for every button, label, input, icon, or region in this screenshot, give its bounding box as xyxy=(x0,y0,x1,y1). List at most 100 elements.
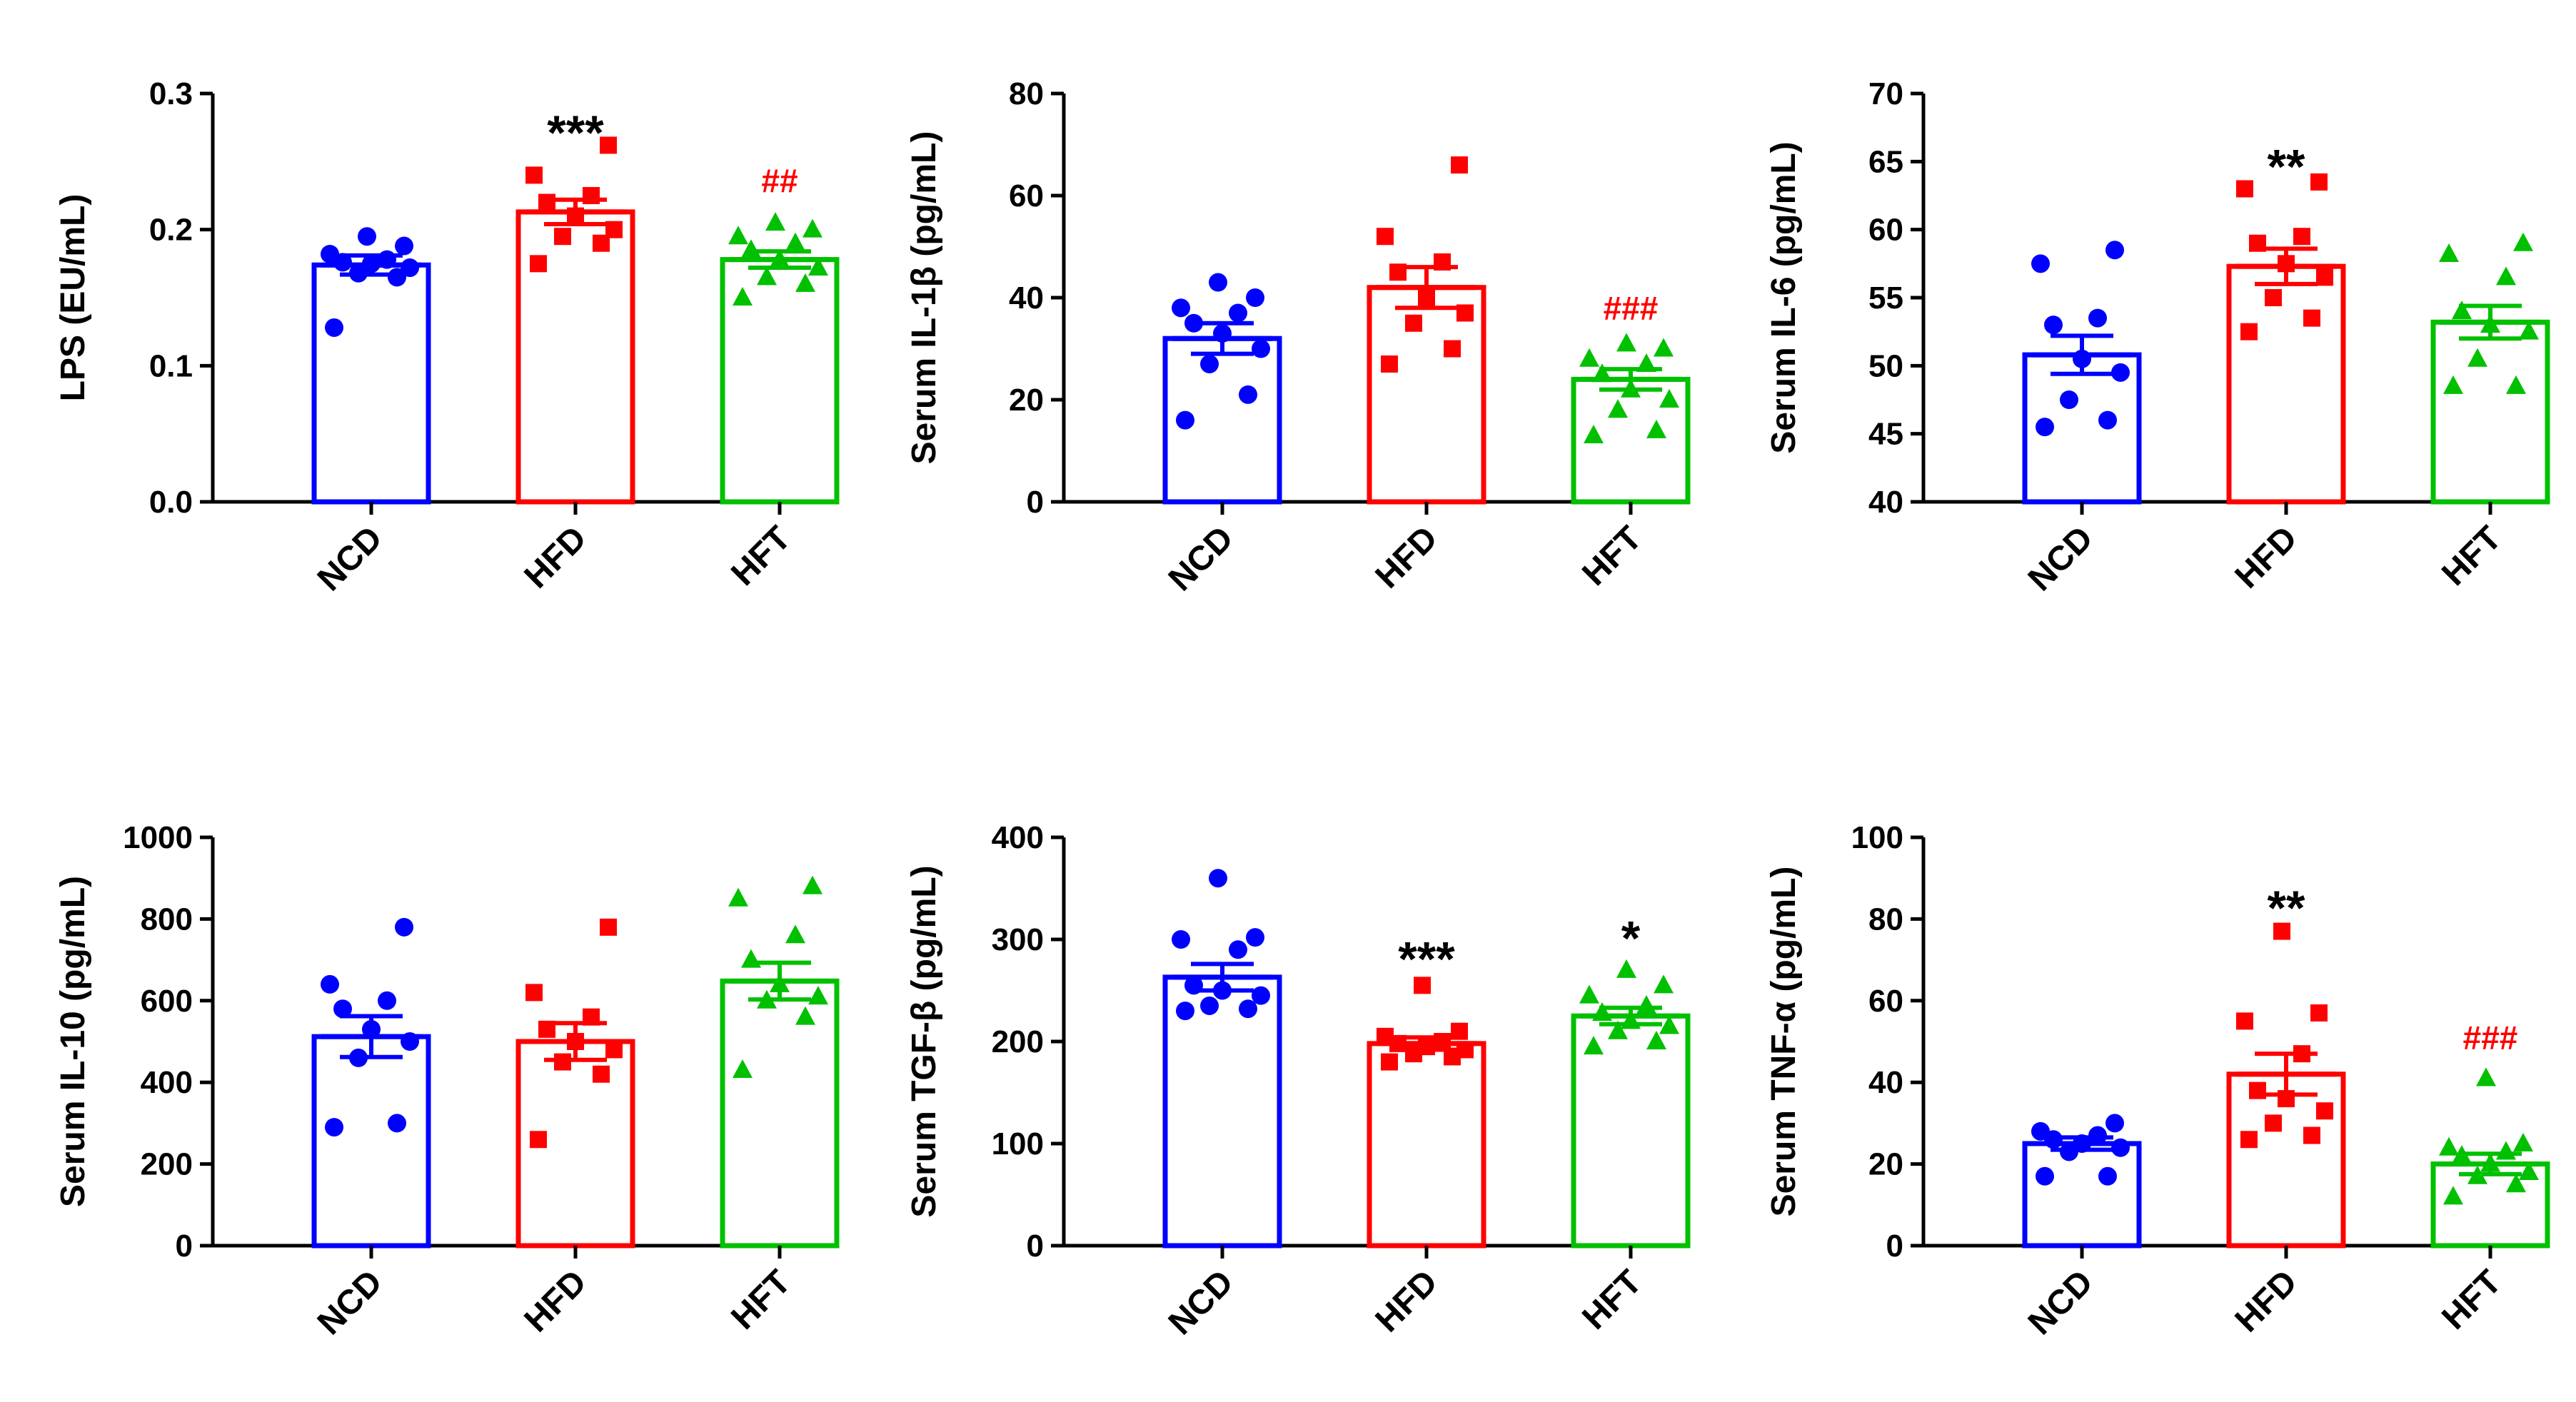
data-point-hfd xyxy=(2310,173,2328,191)
data-point-hfd xyxy=(567,1033,584,1050)
data-point-hft xyxy=(2452,1145,2472,1164)
data-point-ncd xyxy=(2098,410,2117,430)
data-point-hfd xyxy=(2240,1131,2258,1149)
data-point-hfd xyxy=(2303,309,2320,327)
x-tick-label-hfd: HFD xyxy=(1369,1263,1445,1339)
x-tick-label-ncd: NCD xyxy=(311,1263,390,1342)
y-tick-label: 40 xyxy=(1868,1065,1903,1100)
y-axis-label: Serum IL-1β (pg/mL) xyxy=(905,131,943,465)
data-point-ncd xyxy=(2111,363,2130,382)
data-point-hft xyxy=(1636,353,1656,372)
data-point-hfd xyxy=(2278,255,2295,273)
data-point-hft xyxy=(733,287,753,306)
data-point-ncd xyxy=(1184,976,1203,995)
data-point-hft xyxy=(1646,1031,1666,1049)
significance-hash: ### xyxy=(2463,1019,2518,1056)
x-tick-label-hfd: HFD xyxy=(1369,519,1445,595)
data-point-hfd xyxy=(2310,1004,2328,1022)
chart-panel-6: 0 20 40 60 80 100 Serum TNF-α (pg/mL) NCD HFD HFT… xyxy=(1765,820,2550,1342)
y-tick-label: 60 xyxy=(1868,213,1903,248)
data-point-hfd xyxy=(605,1041,623,1059)
data-point-hft xyxy=(1616,333,1636,352)
significance-stars: *** xyxy=(1398,932,1455,986)
data-point-hft xyxy=(2467,348,2487,367)
data-point-hft xyxy=(795,273,815,292)
data-point-ncd xyxy=(1246,288,1264,307)
y-tick-label: 200 xyxy=(992,1024,1044,1059)
data-point-hfd xyxy=(583,187,600,204)
data-point-ncd xyxy=(2060,390,2078,409)
data-point-hfd xyxy=(525,166,543,184)
data-point-ncd xyxy=(401,1032,419,1051)
y-tick-label: 65 xyxy=(1868,144,1903,179)
y-tick-label: 70 xyxy=(1868,76,1903,111)
chart-panel-2: 0 20 40 60 80 Serum IL-1β (pg/mL) NCD HFD HFT ### xyxy=(905,76,1691,598)
data-point-hft xyxy=(1654,974,1674,994)
x-tick-label-ncd: NCD xyxy=(2021,519,2100,598)
x-tick-label-hfd: HFD xyxy=(2228,1263,2305,1339)
data-point-hfd xyxy=(2265,289,2282,306)
chart-panel-1: 0.0 0.1 0.2 0.3 LPS (EU/mL) NCD HFD HFT *** ## xyxy=(54,76,840,598)
bar-hft xyxy=(720,978,840,1249)
data-point-hfd xyxy=(1451,1022,1468,1040)
x-tick-label-hft: HFT xyxy=(2435,1263,2508,1336)
data-point-hfd xyxy=(1418,1038,1435,1056)
data-point-hft xyxy=(2513,1133,2533,1151)
data-point-hfd xyxy=(1377,228,1394,246)
data-point-ncd xyxy=(2088,308,2107,328)
data-point-hfd xyxy=(2236,1012,2253,1030)
data-point-hft xyxy=(2443,1186,2463,1205)
data-point-ncd xyxy=(1172,298,1190,318)
data-point-hft xyxy=(1636,994,1656,1014)
bar-ncd xyxy=(311,1034,431,1249)
data-point-hft xyxy=(765,212,785,231)
y-tick-label: 300 xyxy=(992,922,1044,957)
data-point-ncd xyxy=(2073,349,2091,368)
data-point-ncd xyxy=(1213,981,1232,1000)
data-point-ncd xyxy=(349,263,368,283)
data-point-ncd xyxy=(378,250,396,269)
data-point-hfd xyxy=(1381,1053,1398,1071)
data-point-ncd xyxy=(1200,996,1219,1015)
data-point-hft xyxy=(808,986,828,1005)
y-tick-label: 0 xyxy=(1027,485,1044,520)
x-tick-label-hft: HFT xyxy=(2435,519,2508,592)
data-point-hft xyxy=(2519,321,2539,340)
data-point-hft xyxy=(2480,314,2500,333)
y-tick-label: 0 xyxy=(176,1229,193,1264)
data-point-ncd xyxy=(2111,1138,2130,1157)
data-point-hfd xyxy=(593,1065,610,1083)
data-point-hft xyxy=(2513,232,2533,251)
data-point-hft xyxy=(2496,1141,2516,1160)
data-point-hfd xyxy=(554,1053,571,1071)
data-point-hft xyxy=(785,232,805,251)
y-tick-label: 0.1 xyxy=(149,348,193,383)
y-tick-label: 100 xyxy=(1851,820,1903,855)
data-point-ncd xyxy=(325,318,343,337)
significance-stars: ** xyxy=(2268,881,2305,935)
data-point-hfd xyxy=(2273,922,2290,940)
data-point-hft xyxy=(1608,1020,1628,1039)
data-point-hfd xyxy=(1434,253,1451,271)
x-tick-label-hfd: HFD xyxy=(518,1263,594,1339)
data-point-hft xyxy=(733,1059,753,1079)
data-point-hft xyxy=(808,257,828,276)
data-point-hft xyxy=(741,239,761,258)
data-point-hfd xyxy=(1381,355,1398,373)
data-point-ncd xyxy=(1209,273,1227,292)
bar-hft xyxy=(2430,319,2550,505)
data-point-ncd xyxy=(388,268,406,287)
data-point-hft xyxy=(2439,243,2459,262)
data-point-ncd xyxy=(378,991,396,1010)
data-point-hft xyxy=(1592,363,1612,383)
y-tick-label: 60 xyxy=(1868,984,1903,1019)
data-point-hft xyxy=(2452,301,2472,320)
x-tick-label-hft: HFT xyxy=(1575,519,1649,592)
data-point-hfd xyxy=(600,918,617,936)
bar-hfd xyxy=(1367,285,1486,505)
chart-panel-3: 40 45 50 55 60 65 70 Serum IL-6 (pg/mL) NCD HFD HF… xyxy=(1765,76,2550,598)
data-point-ncd xyxy=(325,1118,343,1137)
data-point-hft xyxy=(1579,348,1599,367)
chart-panel-4: 0 200 400 600 800 1000 Serum IL-10 (pg/mL) NCD H… xyxy=(54,820,840,1342)
